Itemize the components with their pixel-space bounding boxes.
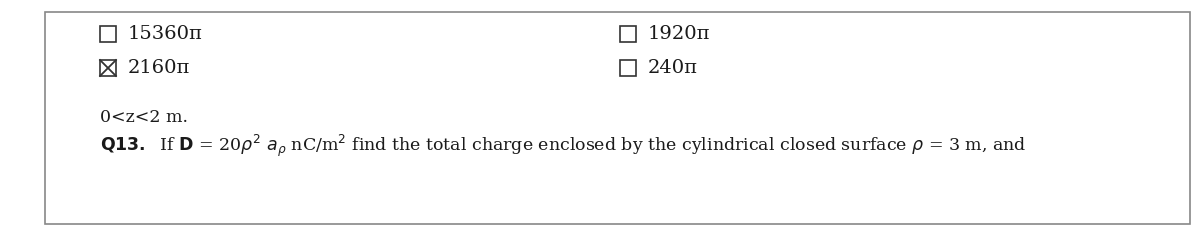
Bar	[100, 26, 116, 42]
Text: 0<z<2 m.: 0<z<2 m.	[100, 110, 188, 126]
Text: 15360π: 15360π	[128, 25, 203, 43]
Text: 2160π: 2160π	[128, 59, 191, 77]
Text: 1920π: 1920π	[648, 25, 710, 43]
Bar	[620, 60, 636, 76]
Bar	[100, 60, 116, 76]
Bar	[46, 12, 1190, 224]
Bar	[620, 26, 636, 42]
Text: 240π: 240π	[648, 59, 698, 77]
Text: $\mathbf{Q13.}$  If $\mathbf{D}$ = 20$\rho^2$ $a_\rho$ nC/m$^2$ find the total c: $\mathbf{Q13.}$ If $\mathbf{D}$ = 20$\rh…	[100, 133, 1027, 159]
